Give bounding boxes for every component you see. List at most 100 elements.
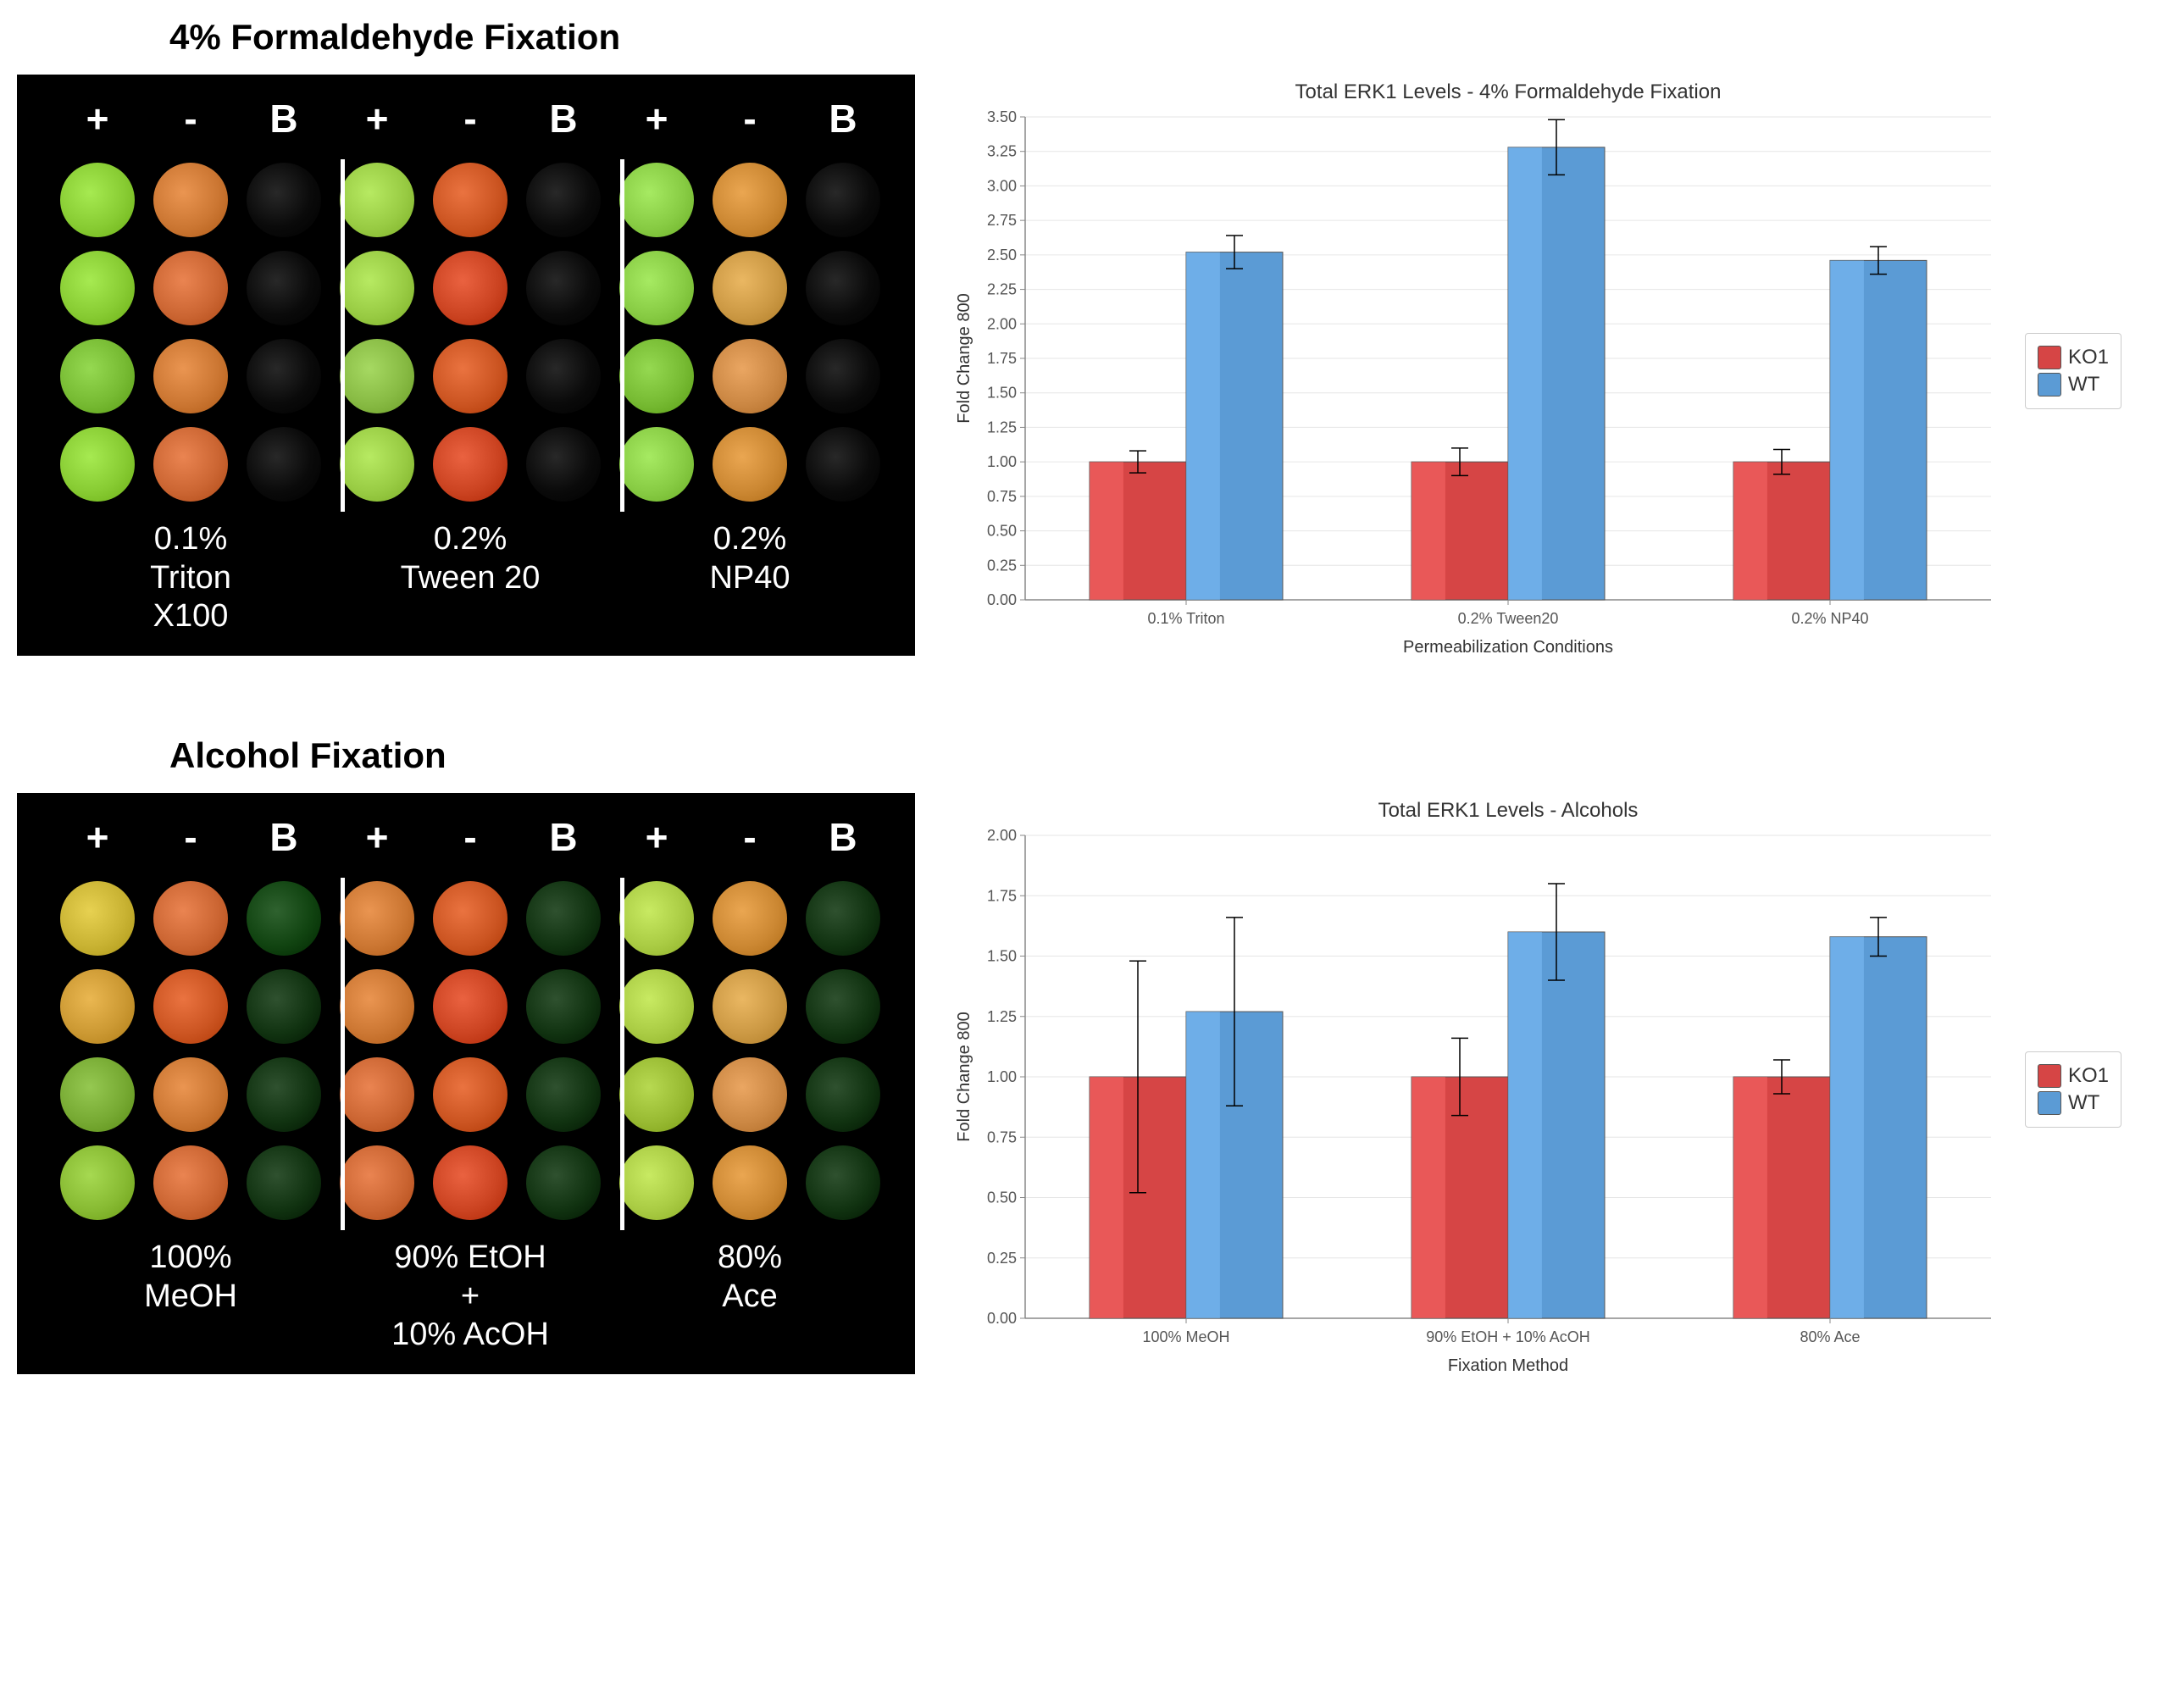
chart2-wrap: 0.000.250.500.751.001.251.501.752.00100%…	[949, 793, 2121, 1386]
well	[806, 251, 880, 325]
well-group-label: 0.2%NP40	[610, 520, 890, 636]
well-header-symbol: -	[703, 96, 796, 141]
well	[60, 251, 135, 325]
svg-text:0.2% Tween20: 0.2% Tween20	[1458, 610, 1559, 627]
well-header-symbol: -	[144, 814, 237, 860]
well	[433, 1145, 507, 1220]
svg-text:1.00: 1.00	[987, 1068, 1017, 1085]
well-group-label: 90% EtOH+10% AcOH	[330, 1239, 610, 1355]
well	[713, 1057, 787, 1132]
well	[806, 163, 880, 237]
svg-text:3.25: 3.25	[987, 143, 1017, 160]
well	[526, 969, 601, 1044]
well	[433, 969, 507, 1044]
svg-text:0.25: 0.25	[987, 1250, 1017, 1267]
well	[619, 251, 694, 325]
legend-swatch	[2038, 373, 2061, 396]
well	[433, 163, 507, 237]
section2: +-B+-B+-B100%MeOH90% EtOH+10% AcOH80%Ace…	[17, 793, 2146, 1386]
well-group-label: 0.1%TritonX100	[51, 520, 330, 636]
well	[340, 1057, 414, 1132]
svg-text:0.00: 0.00	[987, 1310, 1017, 1327]
svg-text:1.75: 1.75	[987, 350, 1017, 367]
svg-text:90% EtOH + 10% AcOH: 90% EtOH + 10% AcOH	[1426, 1328, 1590, 1345]
well	[153, 1057, 228, 1132]
well	[713, 881, 787, 956]
svg-text:Fixation Method: Fixation Method	[1448, 1356, 1568, 1375]
well	[60, 427, 135, 502]
svg-text:Total ERK1 Levels - Alcohols: Total ERK1 Levels - Alcohols	[1378, 799, 1639, 822]
svg-text:2.25: 2.25	[987, 281, 1017, 298]
svg-text:0.1% Triton: 0.1% Triton	[1147, 610, 1224, 627]
legend-swatch	[2038, 346, 2061, 369]
well	[713, 427, 787, 502]
well	[713, 339, 787, 413]
well	[806, 881, 880, 956]
well-header-symbol: +	[330, 814, 424, 860]
svg-text:0.2% NP40: 0.2% NP40	[1791, 610, 1868, 627]
well-group-label: 100%MeOH	[51, 1239, 330, 1355]
section2-header: Alcohol Fixation	[169, 735, 2146, 776]
well	[153, 251, 228, 325]
well	[247, 427, 321, 502]
well	[619, 881, 694, 956]
well	[247, 163, 321, 237]
well	[247, 339, 321, 413]
well-header-symbol: -	[424, 96, 517, 141]
svg-text:100% MeOH: 100% MeOH	[1142, 1328, 1229, 1345]
well	[247, 1057, 321, 1132]
well	[526, 427, 601, 502]
well	[619, 339, 694, 413]
well	[153, 1145, 228, 1220]
well	[433, 1057, 507, 1132]
well	[153, 427, 228, 502]
well	[619, 969, 694, 1044]
well	[713, 251, 787, 325]
section1: +-B+-B+-B0.1%TritonX1000.2%Tween 200.2%N…	[17, 75, 2146, 668]
svg-text:0.50: 0.50	[987, 523, 1017, 540]
well	[619, 1057, 694, 1132]
well	[526, 251, 601, 325]
well	[340, 1145, 414, 1220]
well	[340, 427, 414, 502]
well	[153, 163, 228, 237]
well-header-symbol: B	[517, 814, 610, 860]
svg-text:3.00: 3.00	[987, 177, 1017, 194]
well	[806, 1145, 880, 1220]
well	[526, 163, 601, 237]
svg-text:1.25: 1.25	[987, 419, 1017, 435]
well	[713, 163, 787, 237]
well-header-symbol: B	[237, 814, 330, 860]
well	[806, 339, 880, 413]
well	[247, 251, 321, 325]
legend-item: WT	[2038, 373, 2109, 396]
well-header-symbol: B	[796, 96, 890, 141]
well-header-symbol: +	[330, 96, 424, 141]
svg-text:1.25: 1.25	[987, 1008, 1017, 1025]
well	[60, 1057, 135, 1132]
svg-text:0.75: 0.75	[987, 488, 1017, 505]
svg-text:2.50: 2.50	[987, 247, 1017, 263]
svg-text:Fold Change 800: Fold Change 800	[955, 1012, 973, 1141]
divider	[341, 159, 345, 512]
well	[60, 163, 135, 237]
well	[153, 881, 228, 956]
svg-text:0.00: 0.00	[987, 591, 1017, 608]
well-header-symbol: +	[51, 96, 144, 141]
svg-text:2.00: 2.00	[987, 827, 1017, 844]
well	[433, 251, 507, 325]
well-header-symbol: B	[796, 814, 890, 860]
well-header-symbol: +	[610, 96, 703, 141]
legend-item: KO1	[2038, 1064, 2109, 1088]
section1-header: 4% Formaldehyde Fixation	[169, 17, 2146, 58]
well	[526, 1145, 601, 1220]
legend-swatch	[2038, 1091, 2061, 1115]
chart1-wrap: 0.000.250.500.751.001.251.501.752.002.25…	[949, 75, 2121, 668]
well	[619, 427, 694, 502]
well	[340, 881, 414, 956]
well	[247, 1145, 321, 1220]
well	[433, 881, 507, 956]
well	[153, 969, 228, 1044]
well	[713, 969, 787, 1044]
legend-1: KO1WT	[2025, 333, 2121, 409]
